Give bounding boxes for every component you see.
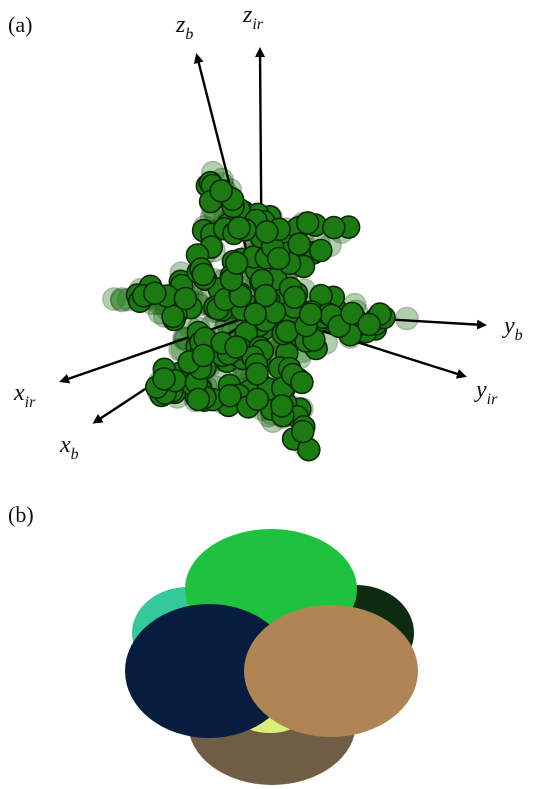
axis-label-z-b: zb xyxy=(175,12,193,43)
particle xyxy=(191,262,216,287)
panel-a: (a) zb zir yb yir xir x xyxy=(8,2,523,463)
axis-label-x-b: xb xyxy=(59,432,79,463)
particle xyxy=(245,387,270,412)
panel-a-label: (a) xyxy=(8,12,32,37)
particle xyxy=(253,283,278,308)
panel-b-label: (b) xyxy=(8,502,34,527)
particle xyxy=(245,361,269,386)
ellipse-right-front xyxy=(244,605,418,737)
particle-cluster-front xyxy=(125,170,396,462)
particle xyxy=(308,238,333,263)
particle xyxy=(290,370,314,395)
particle xyxy=(191,343,216,368)
particle xyxy=(395,306,419,331)
particle xyxy=(209,179,233,203)
particle xyxy=(143,281,167,306)
particle xyxy=(173,286,198,311)
axis-label-z-ir: zir xyxy=(242,2,264,33)
ellipse-left-front xyxy=(125,604,293,738)
particle xyxy=(287,232,312,256)
particle xyxy=(102,287,126,311)
particle xyxy=(243,302,267,326)
axis-label-y-ir: yir xyxy=(474,377,498,408)
particle xyxy=(254,220,279,244)
particle xyxy=(290,419,315,444)
particle xyxy=(218,383,242,408)
particle xyxy=(270,394,294,418)
particle xyxy=(224,335,248,359)
axis-label-y-b: yb xyxy=(502,313,523,344)
axis-x-ir xyxy=(59,310,263,384)
particle xyxy=(224,251,249,276)
panel-b: (b) xyxy=(8,502,418,785)
particle xyxy=(227,216,251,240)
particle xyxy=(295,211,320,235)
particle xyxy=(186,387,211,412)
axis-label-x-ir: xir xyxy=(13,380,36,411)
particle xyxy=(152,367,176,391)
particle xyxy=(321,215,346,240)
particle xyxy=(298,302,323,327)
particle xyxy=(357,312,381,337)
particle xyxy=(266,246,291,271)
particle xyxy=(282,285,307,310)
particle xyxy=(340,301,364,326)
